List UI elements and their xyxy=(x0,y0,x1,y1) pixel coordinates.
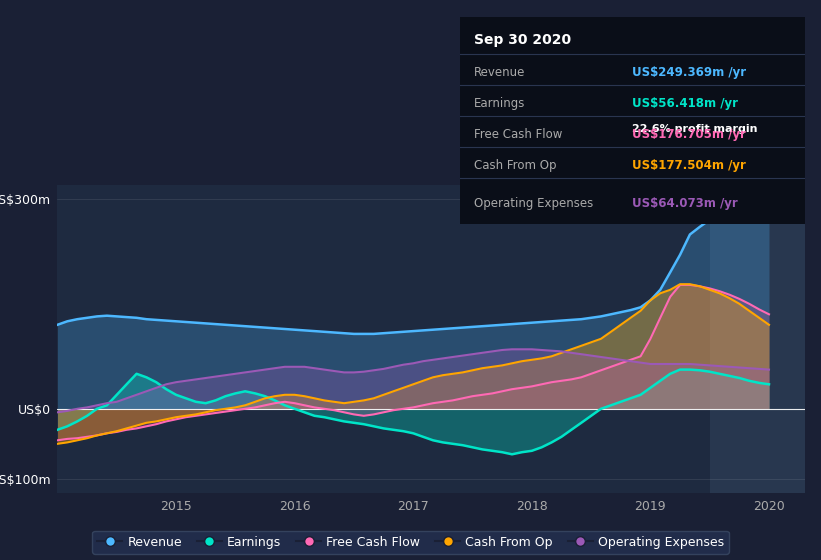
Text: US$249.369m /yr: US$249.369m /yr xyxy=(632,66,746,80)
Legend: Revenue, Earnings, Free Cash Flow, Cash From Op, Operating Expenses: Revenue, Earnings, Free Cash Flow, Cash … xyxy=(92,531,729,554)
Text: US$177.504m /yr: US$177.504m /yr xyxy=(632,160,746,172)
Text: Operating Expenses: Operating Expenses xyxy=(474,197,593,210)
Text: Cash From Op: Cash From Op xyxy=(474,160,556,172)
Text: 22.6% profit margin: 22.6% profit margin xyxy=(632,124,758,134)
Text: Revenue: Revenue xyxy=(474,66,525,80)
Text: Earnings: Earnings xyxy=(474,97,525,110)
Text: US$176.705m /yr: US$176.705m /yr xyxy=(632,128,746,142)
Text: Free Cash Flow: Free Cash Flow xyxy=(474,128,562,142)
Bar xyxy=(709,185,805,493)
Text: US$64.073m /yr: US$64.073m /yr xyxy=(632,197,738,210)
Text: US$56.418m /yr: US$56.418m /yr xyxy=(632,97,738,110)
Text: Sep 30 2020: Sep 30 2020 xyxy=(474,34,571,48)
